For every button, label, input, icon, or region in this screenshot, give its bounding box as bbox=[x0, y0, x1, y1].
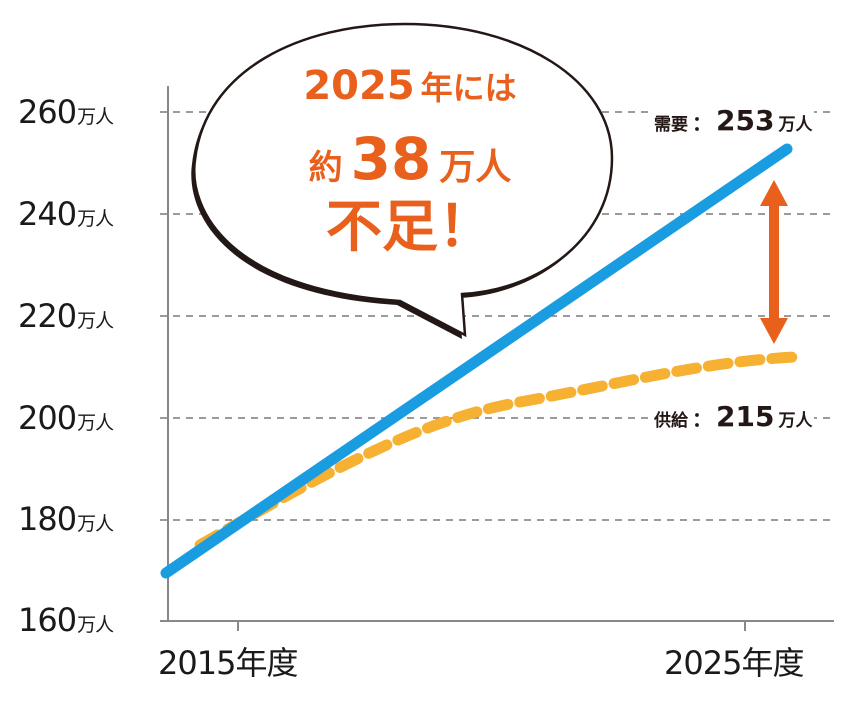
y-label-260: 260万人 bbox=[18, 93, 114, 131]
y-label-num: 200 bbox=[18, 399, 77, 437]
bubble-line-2: 約 38 万人 bbox=[275, 130, 545, 188]
y-label-220: 220万人 bbox=[18, 297, 114, 335]
y-label-num: 180 bbox=[18, 500, 77, 538]
y-label-unit: 万人 bbox=[77, 513, 114, 535]
gap-arrow bbox=[760, 180, 788, 344]
supply-label: 供給 bbox=[654, 411, 688, 431]
y-label-unit: 万人 bbox=[77, 614, 114, 636]
bubble-line-3: 不足！ bbox=[300, 200, 520, 256]
demand-label: 需要 bbox=[654, 115, 688, 135]
y-label-unit: 万人 bbox=[77, 310, 114, 332]
y-label-160: 160万人 bbox=[18, 601, 114, 639]
y-label-num: 240 bbox=[18, 195, 77, 233]
x-label-2025: 2025年度 bbox=[664, 644, 804, 682]
y-label-200: 200万人 bbox=[18, 399, 114, 437]
bubble-shortage: 不足！ bbox=[326, 195, 494, 260]
demand-annotation: 需要： 253 万人 bbox=[652, 104, 815, 137]
y-label-180: 180万人 bbox=[18, 500, 114, 538]
supply-value: 215 bbox=[716, 400, 775, 433]
bubble-year: 2025 bbox=[303, 63, 415, 109]
x-label-2015: 2015年度 bbox=[158, 644, 298, 682]
y-label-num: 260 bbox=[18, 93, 77, 131]
speech-bubble bbox=[191, 22, 614, 339]
bubble-line-1: 2025 年には bbox=[285, 66, 535, 106]
supply-line bbox=[194, 351, 801, 551]
bubble-year-suffix: 年には bbox=[420, 69, 517, 107]
y-label-240: 240万人 bbox=[18, 195, 114, 233]
demand-line bbox=[160, 143, 793, 579]
bubble-approx: 約 bbox=[308, 148, 343, 188]
supply-colon: ： bbox=[692, 407, 712, 431]
supply-annotation: 供給： 215 万人 bbox=[652, 400, 815, 433]
demand-value: 253 bbox=[716, 104, 775, 137]
supply-unit: 万人 bbox=[778, 411, 813, 431]
bubble-shortage-number: 38 bbox=[350, 125, 432, 193]
y-label-num: 160 bbox=[18, 601, 77, 639]
y-label-num: 220 bbox=[18, 297, 77, 335]
y-label-unit: 万人 bbox=[77, 208, 114, 230]
bubble-unit: 万人 bbox=[439, 147, 512, 188]
y-label-unit: 万人 bbox=[77, 106, 114, 128]
y-label-unit: 万人 bbox=[77, 412, 114, 434]
demand-colon: ： bbox=[692, 111, 712, 135]
demand-unit: 万人 bbox=[778, 115, 813, 135]
